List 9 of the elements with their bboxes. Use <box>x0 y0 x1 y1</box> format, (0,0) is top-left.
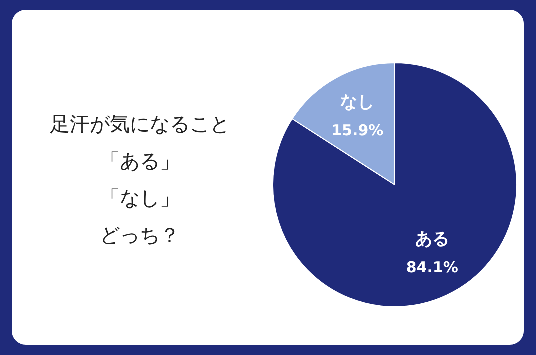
text: 「ある」 <box>100 149 180 173</box>
slice-label: ある <box>415 229 450 250</box>
pie-slice <box>272 62 518 308</box>
data-label: 84.1% <box>406 258 458 276</box>
data-label: 15.9% <box>332 122 384 140</box>
text: どっち？ <box>100 223 180 247</box>
text: 「なし」 <box>100 186 180 210</box>
text: 足汗が気になること <box>50 112 230 136</box>
slice-label: なし <box>340 92 375 113</box>
